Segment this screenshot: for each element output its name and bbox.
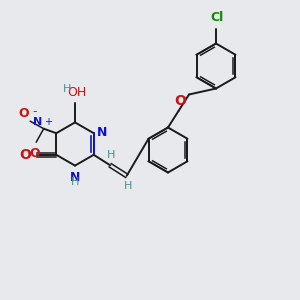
Text: O: O [20, 148, 32, 162]
Text: N: N [97, 126, 108, 139]
Text: OH: OH [67, 86, 86, 99]
Text: H: H [62, 84, 71, 94]
Text: H: H [71, 177, 79, 187]
Text: O: O [174, 94, 186, 108]
Text: H: H [124, 181, 133, 191]
Text: H: H [106, 150, 115, 160]
Text: O: O [18, 107, 29, 120]
Text: N: N [33, 117, 42, 127]
Text: N: N [70, 171, 80, 184]
Text: Cl: Cl [210, 11, 223, 24]
Text: O: O [29, 147, 40, 160]
Text: -: - [33, 105, 37, 118]
Text: +: + [44, 117, 52, 127]
